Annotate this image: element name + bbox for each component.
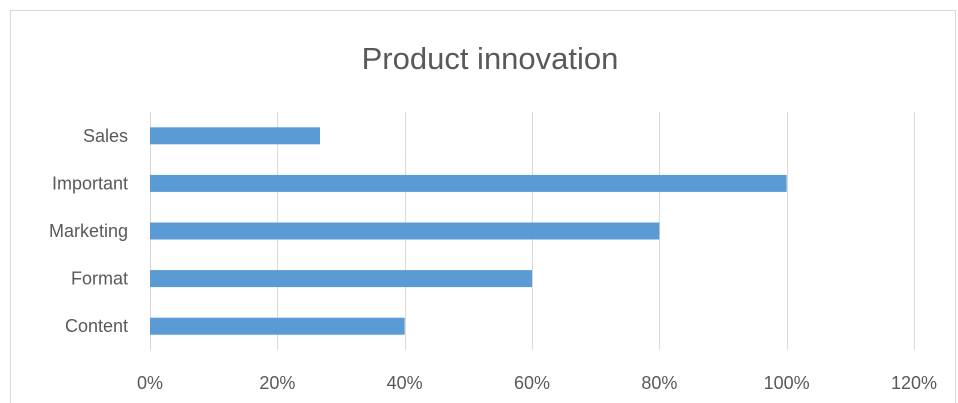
bar-important [150,175,787,192]
category-label-sales: Sales [83,126,128,146]
bar-format [150,270,532,287]
x-tick-label: 20% [259,373,295,393]
chart-title: Product innovation [362,41,619,76]
category-label-format: Format [71,269,128,289]
bar-content [150,318,405,335]
x-tick-label: 120% [891,373,937,393]
category-label-important: Important [52,173,128,193]
x-tick-label: 0% [137,373,163,393]
x-tick-label: 60% [514,373,550,393]
category-label-content: Content [65,316,128,336]
x-tick-labels: 0% 20% 40% 60% 80% 100% 120% [137,373,937,393]
category-label-marketing: Marketing [49,221,128,241]
category-labels: Sales Important Marketing Format Content [49,126,128,336]
x-tick-label: 80% [641,373,677,393]
bar-sales [150,127,320,144]
bar-marketing [150,223,659,240]
x-tick-label: 100% [764,373,810,393]
bars [150,127,787,334]
x-tick-label: 40% [387,373,423,393]
